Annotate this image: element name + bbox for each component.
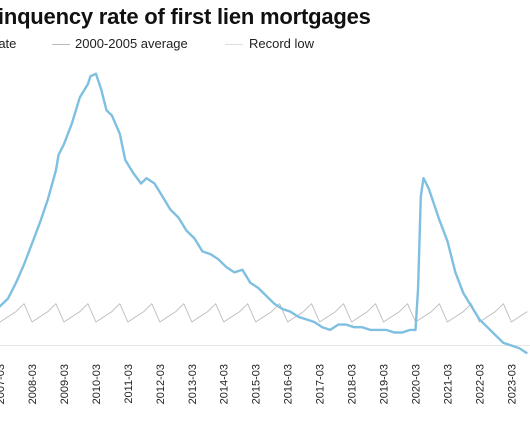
legend-swatch-record-low — [225, 44, 243, 45]
legend-entry-rate: rate — [0, 36, 17, 51]
x-tick-label: 2009-03 — [59, 364, 71, 404]
x-tick-label: 2011-03 — [123, 364, 135, 404]
x-tick-label: 2010-03 — [91, 364, 103, 404]
series-line-rate — [0, 72, 528, 355]
x-tick-label: 2019-03 — [379, 364, 391, 404]
chart-title: linquency rate of first lien mortgages — [0, 4, 371, 29]
x-tick-label: 2021-03 — [442, 364, 454, 404]
x-tick-label: 2017-03 — [315, 364, 327, 404]
x-tick-label: 2015-03 — [251, 364, 263, 404]
x-tick-layer: 2007-03 2008-03 2009-03 2010-03 2011-03 2012-… — [0, 364, 518, 404]
x-tick-label: 2016-03 — [283, 364, 295, 404]
x-tick-label: 2020-03 — [411, 364, 423, 404]
x-tick-label: 2023-03 — [506, 364, 518, 404]
x-tick-label: 2012-03 — [155, 364, 167, 404]
chart-legend: rate 2000-2005 average Record low — [0, 36, 530, 54]
x-tick-label: 2008-03 — [27, 364, 39, 404]
x-tick-label: 2007-03 — [0, 364, 7, 404]
x-tick-label: 2022-03 — [474, 364, 486, 404]
x-tick-label: 2018-03 — [347, 364, 359, 404]
legend-swatch-average — [52, 44, 70, 45]
series-line-2000-2005-average — [0, 303, 528, 323]
x-tick-label: 2013-03 — [187, 364, 199, 404]
legend-entry-record-low: Record low — [249, 36, 315, 51]
x-tick-label: 2014-03 — [219, 364, 231, 404]
legend-entry-average: 2000-2005 average — [75, 36, 188, 51]
series-layer — [0, 72, 530, 355]
